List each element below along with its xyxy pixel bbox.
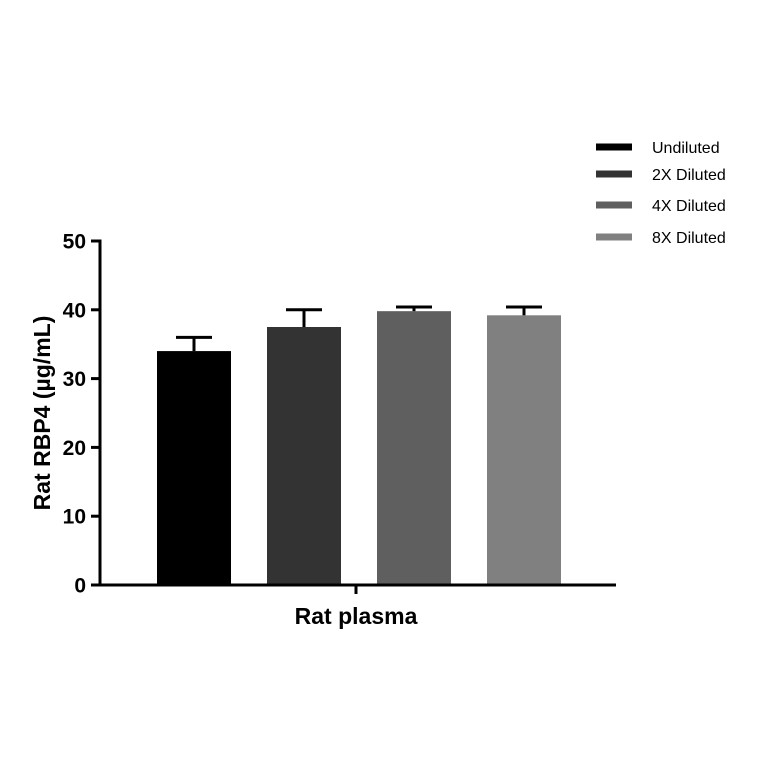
legend-swatch — [596, 233, 632, 241]
legend-swatch — [596, 201, 632, 209]
legend-swatch — [596, 143, 632, 151]
y-tick-label: 10 — [63, 506, 86, 529]
legend-label: 2X Diluted — [652, 167, 726, 184]
axes — [98, 239, 616, 594]
legend-label: Undiluted — [652, 140, 720, 157]
y-tick-label: 40 — [63, 299, 86, 322]
y-ticks: 0 10 20 30 40 50 — [63, 231, 100, 598]
bar-undiluted — [157, 351, 231, 585]
legend-swatch — [596, 170, 632, 178]
x-axis-label: Rat plasma — [295, 603, 418, 629]
legend-label: 8X Diluted — [652, 230, 726, 247]
y-tick-label: 0 — [74, 575, 86, 598]
legend: Undiluted 2X Diluted 4X Diluted 8X Diluted — [596, 140, 726, 247]
error-bars — [176, 305, 542, 352]
y-axis-label: Rat RBP4 (µg/mL) — [29, 316, 55, 511]
bar-4x-diluted — [377, 311, 451, 585]
bars — [157, 311, 561, 585]
bar-8x-diluted — [487, 315, 561, 585]
y-tick-label: 30 — [63, 368, 86, 391]
legend-label: 4X Diluted — [652, 198, 726, 215]
y-tick-label: 50 — [63, 231, 86, 254]
bar-2x-diluted — [267, 327, 341, 585]
y-tick-label: 20 — [63, 437, 86, 460]
